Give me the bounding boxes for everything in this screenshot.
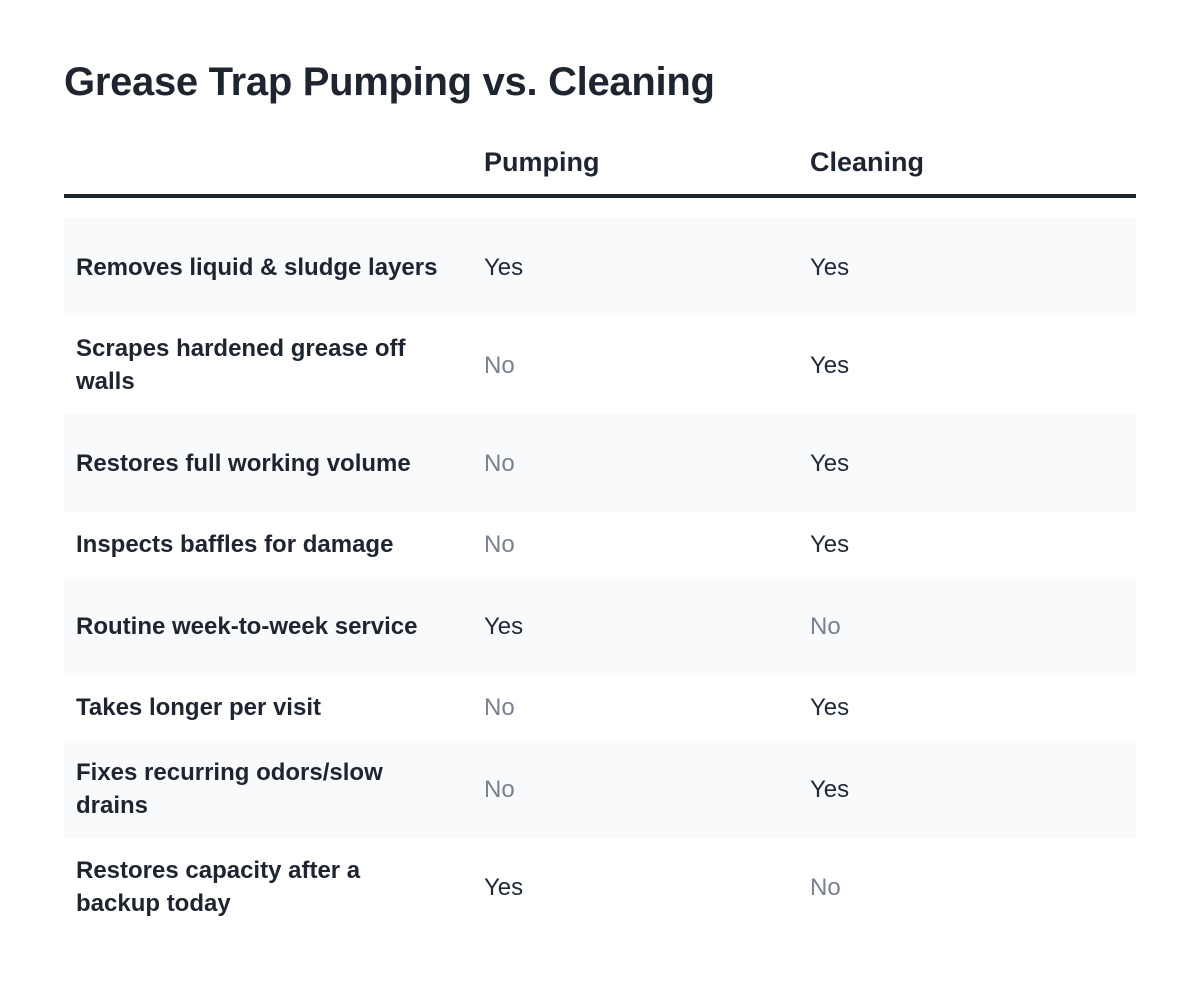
cleaning-value: No xyxy=(810,612,841,640)
pumping-value: No xyxy=(484,775,515,803)
row-feature-label: Scrapes hardened grease off walls xyxy=(76,335,406,395)
row-feature-label: Restores capacity after a backup today xyxy=(76,857,361,917)
cleaning-value: No xyxy=(810,873,841,901)
table-row: Takes longer per visit No Yes xyxy=(64,675,1136,740)
cleaning-value: Yes xyxy=(810,775,850,803)
cleaning-value: Yes xyxy=(810,351,850,379)
row-feature-label: Routine week-to-week service xyxy=(76,612,418,640)
row-feature-label: Takes longer per visit xyxy=(76,694,321,721)
page-title: Grease Trap Pumping vs. Cleaning xyxy=(64,60,715,104)
pumping-value: No xyxy=(484,694,515,721)
table-row: Removes liquid & sludge layers Yes Yes xyxy=(64,218,1136,316)
table-row: Scrapes hardened grease off walls No Yes xyxy=(64,316,1136,414)
pumping-value: No xyxy=(484,351,515,379)
table-row: Inspects baffles for damage No Yes xyxy=(64,512,1136,577)
table-body: Removes liquid & sludge layers Yes Yes S… xyxy=(64,218,1136,936)
cleaning-value: Yes xyxy=(810,449,850,477)
table-row: Restores full working volume No Yes xyxy=(64,414,1136,512)
cleaning-value: Yes xyxy=(810,253,850,281)
table-row: Restores capacity after a backup today Y… xyxy=(64,838,1136,936)
pumping-value: Yes xyxy=(484,253,524,281)
pumping-value: Yes xyxy=(484,612,524,640)
pumping-value: No xyxy=(484,449,515,477)
pumping-value: Yes xyxy=(484,873,524,901)
pumping-value: No xyxy=(484,531,515,558)
column-header-cleaning: Cleaning xyxy=(810,147,925,177)
row-feature-label: Fixes recurring odors/slow drains xyxy=(76,759,383,819)
table-row: Routine week-to-week service Yes No xyxy=(64,577,1136,675)
row-feature-label: Restores full working volume xyxy=(76,449,411,477)
column-header-pumping: Pumping xyxy=(484,147,600,177)
row-feature-label: Inspects baffles for damage xyxy=(76,531,394,558)
comparison-table: Pumping Cleaning Removes liquid & sludge… xyxy=(64,136,1136,936)
cleaning-value: Yes xyxy=(810,531,850,558)
table-row: Fixes recurring odors/slow drains No Yes xyxy=(64,740,1136,838)
table-header: Pumping Cleaning xyxy=(64,136,1136,198)
cleaning-value: Yes xyxy=(810,694,850,721)
row-feature-label: Removes liquid & sludge layers xyxy=(76,253,438,281)
